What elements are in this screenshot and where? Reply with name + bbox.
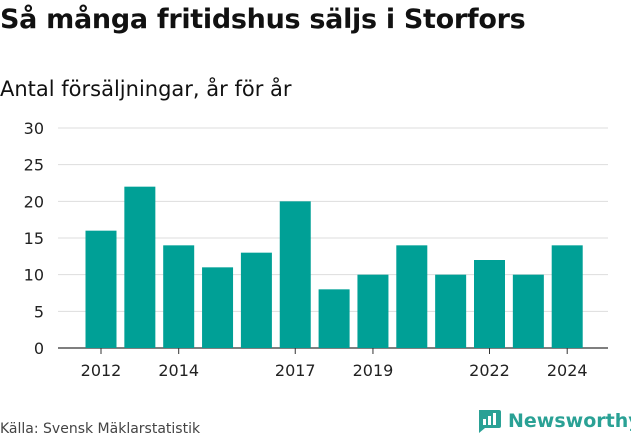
x-tick-label: 2022 bbox=[469, 361, 510, 380]
source-note: Källa: Svensk Mäklarstatistik bbox=[0, 421, 201, 437]
x-tick-label: 2017 bbox=[275, 361, 316, 380]
y-tick-label: 10 bbox=[24, 266, 44, 285]
y-tick-label: 15 bbox=[24, 229, 44, 248]
x-tick-label: 2012 bbox=[81, 361, 122, 380]
bar-2016 bbox=[240, 252, 272, 348]
bar-2015 bbox=[202, 267, 234, 348]
bars bbox=[85, 186, 583, 348]
bar-2020 bbox=[396, 245, 428, 348]
y-tick-label: 25 bbox=[24, 156, 44, 175]
bar-2012 bbox=[85, 230, 117, 348]
bar-2013 bbox=[124, 186, 156, 348]
brand-name: Newsworthy bbox=[508, 410, 631, 432]
y-tick-label: 20 bbox=[24, 192, 44, 211]
y-tick-label: 0 bbox=[34, 339, 44, 358]
bar-2018 bbox=[318, 289, 350, 348]
bar-2021 bbox=[435, 274, 467, 348]
bar-2014 bbox=[163, 245, 195, 348]
x-tick-label: 2019 bbox=[353, 361, 394, 380]
y-tick-label: 30 bbox=[24, 119, 44, 138]
bar-2022 bbox=[474, 260, 505, 348]
bar-2019 bbox=[357, 274, 389, 348]
x-tick-label: 2014 bbox=[158, 361, 199, 380]
x-axis-ticks: 2012 2014 2017 2019 2022 2024 bbox=[81, 348, 588, 380]
bar-2023 bbox=[512, 274, 544, 348]
y-axis-ticks: 0 5 10 15 20 25 30 bbox=[24, 119, 44, 358]
y-tick-label: 5 bbox=[34, 302, 44, 321]
chart-subtitle: Antal försäljningar, år för år bbox=[0, 77, 292, 101]
x-tick-label: 2024 bbox=[547, 361, 588, 380]
bar-2024 bbox=[551, 245, 583, 348]
newsworthy-logo: Newsworthy bbox=[476, 408, 631, 434]
chart-title: Så många fritidshus säljs i Storfors bbox=[0, 4, 526, 35]
newsworthy-logo-icon bbox=[479, 410, 501, 433]
bar-2017 bbox=[279, 201, 311, 348]
